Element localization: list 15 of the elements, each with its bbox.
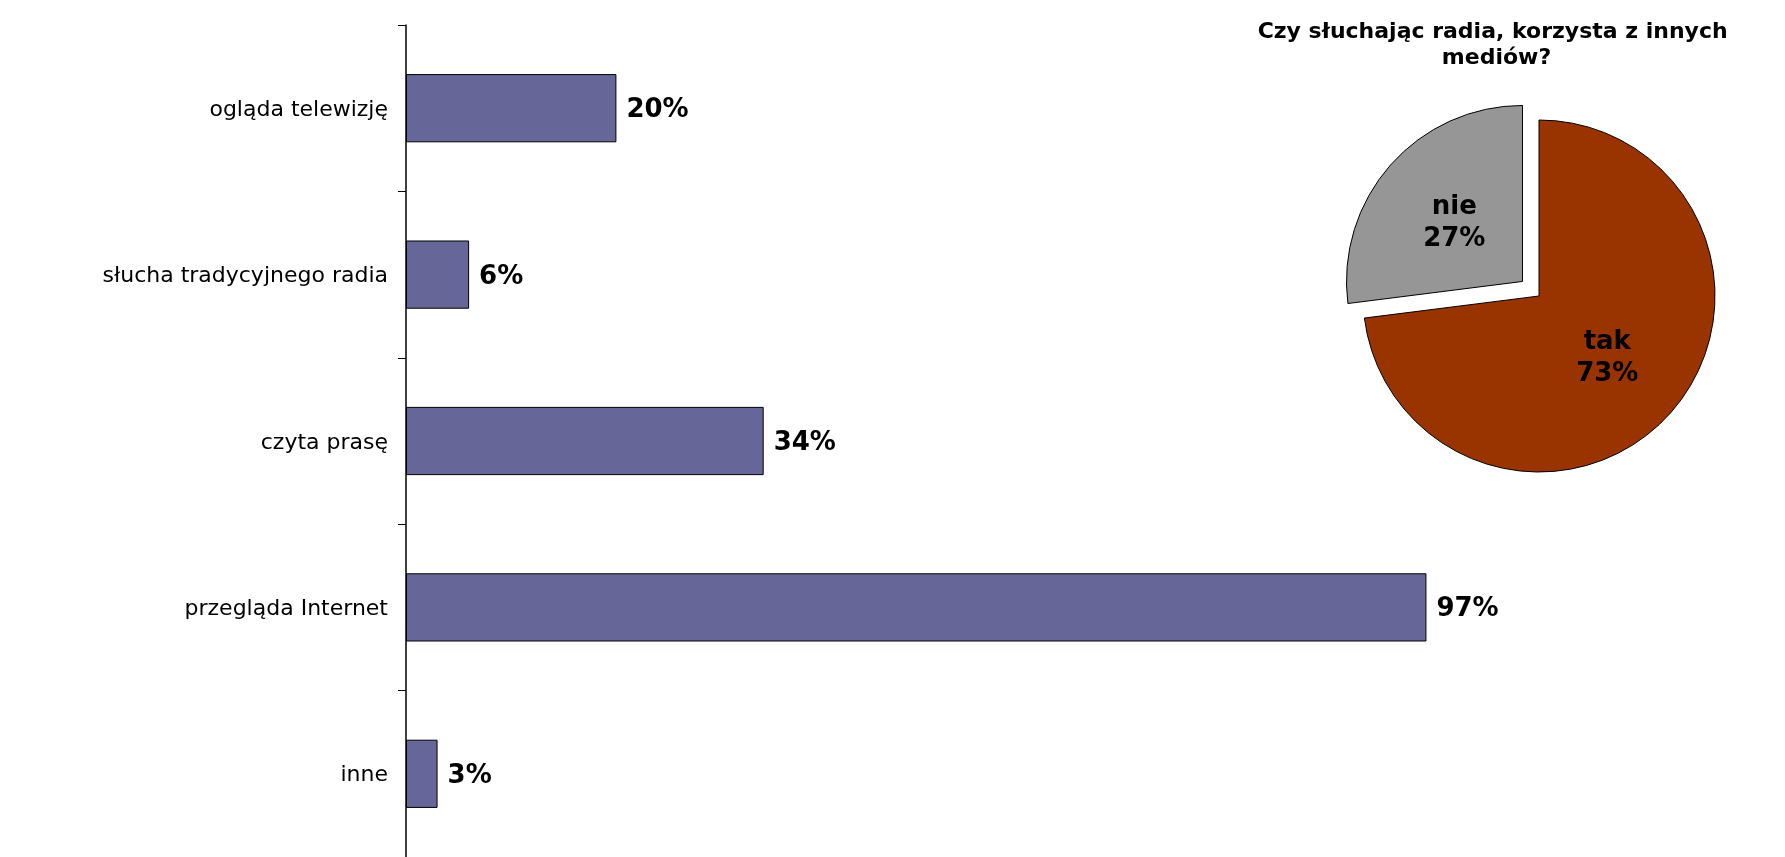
data-label: 6% <box>479 259 524 290</box>
y-tick-label: słucha tradycyjnego radia <box>102 262 388 288</box>
slice-label: tak <box>1583 325 1632 356</box>
slice-label: nie <box>1431 190 1477 221</box>
data-label: 97% <box>1436 592 1499 623</box>
data-label: 73% <box>1576 357 1639 388</box>
y-tick-label: przegląda Internet <box>184 594 389 620</box>
chart-title: Czy słuchając radia, korzysta z innych mediów? <box>1257 17 1736 69</box>
y-tick-label: ogląda telewizję <box>209 95 388 121</box>
data-label: 3% <box>447 758 492 789</box>
data-label: 34% <box>773 426 836 456</box>
y-tick-label: inne <box>340 761 388 787</box>
data-label: 27% <box>1423 222 1486 253</box>
data-label: 20% <box>626 93 689 124</box>
y-tick-label: czyta prasę <box>260 428 388 454</box>
